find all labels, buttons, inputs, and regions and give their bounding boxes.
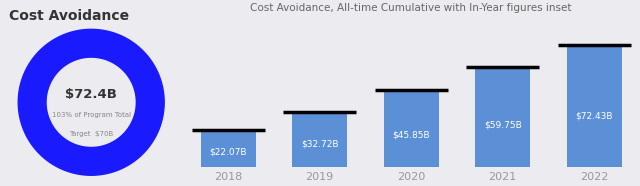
Text: $22.07B: $22.07B bbox=[209, 147, 247, 156]
Bar bbox=[567, 45, 621, 167]
Text: Cost Avoidance, All-time Cumulative with In-Year figures inset: Cost Avoidance, All-time Cumulative with… bbox=[250, 3, 572, 13]
Bar bbox=[476, 67, 530, 167]
Bar bbox=[384, 90, 438, 167]
Text: $59.75B: $59.75B bbox=[484, 121, 522, 130]
Polygon shape bbox=[47, 59, 135, 146]
Polygon shape bbox=[19, 29, 164, 175]
Text: Cost Avoidance: Cost Avoidance bbox=[9, 9, 129, 23]
Bar bbox=[201, 130, 255, 167]
Text: $32.72B: $32.72B bbox=[301, 140, 339, 149]
Text: Target  $70B: Target $70B bbox=[69, 131, 113, 137]
Text: $72.43B: $72.43B bbox=[575, 112, 613, 121]
Text: $72.4B: $72.4B bbox=[65, 88, 117, 101]
Text: 103% of Program Total: 103% of Program Total bbox=[52, 112, 131, 118]
Text: $45.85B: $45.85B bbox=[392, 130, 430, 140]
Bar bbox=[292, 112, 347, 167]
